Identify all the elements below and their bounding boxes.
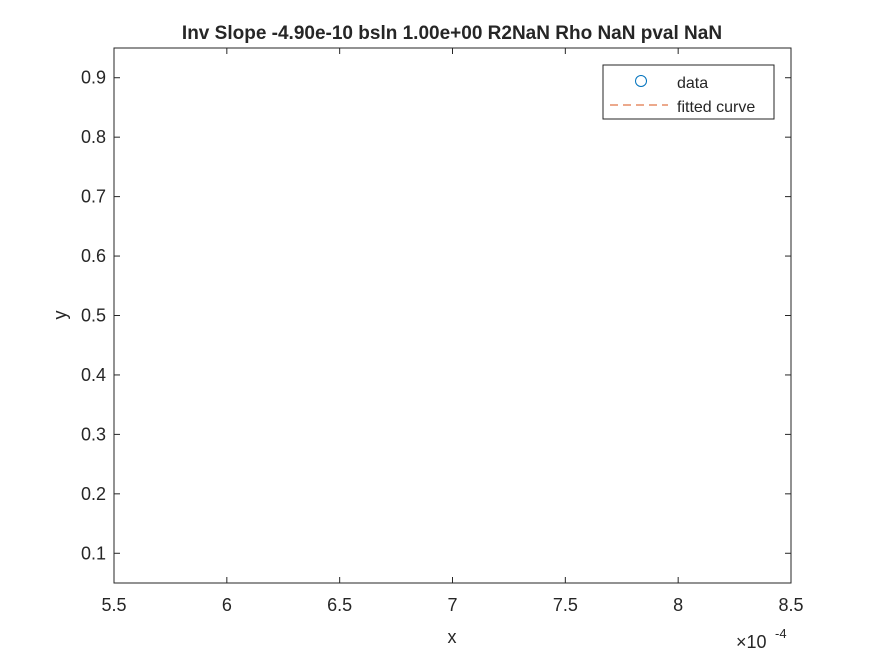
y-tick-label: 0.6	[81, 246, 106, 266]
x-axis-exponent: ×10 -4	[736, 626, 787, 652]
chart-title: Inv Slope -4.90e-10 bsln 1.00e+00 R2NaN …	[182, 23, 722, 44]
y-tick-label: 0.3	[81, 424, 106, 444]
x-tick-label: 6.5	[327, 595, 352, 615]
y-tick-label: 0.9	[81, 68, 106, 88]
x-axis-label: x	[448, 627, 457, 647]
x-axis: 5.5 6 6.5 7 7.5 8 8.5	[101, 48, 804, 615]
x-tick-label: 7.5	[553, 595, 578, 615]
x-tick-label: 8.5	[778, 595, 803, 615]
legend: data fitted curve	[602, 64, 775, 120]
y-tick-label: 0.8	[81, 127, 106, 147]
legend-label-data: data	[677, 75, 708, 92]
x-exponent-base: ×10	[736, 632, 767, 652]
y-axis-label: y	[50, 311, 70, 320]
y-tick-label: 0.5	[81, 306, 106, 326]
x-tick-label: 5.5	[101, 595, 126, 615]
y-tick-label: 0.4	[81, 365, 106, 385]
x-tick-label: 6	[222, 595, 232, 615]
legend-label-fitted-curve: fitted curve	[677, 99, 755, 116]
y-tick-label: 0.2	[81, 484, 106, 504]
legend-box	[602, 64, 775, 120]
x-exponent-power: -4	[775, 626, 787, 641]
x-tick-label: 7	[447, 595, 457, 615]
y-tick-label: 0.1	[81, 543, 106, 563]
plot-area	[113, 47, 792, 584]
legend-data-marker	[635, 75, 647, 87]
y-tick-label: 0.7	[81, 187, 106, 207]
y-axis: 0.1 0.2 0.3 0.4 0.5 0.6 0.7 0.8 0.9	[81, 68, 791, 563]
x-tick-label: 8	[673, 595, 683, 615]
